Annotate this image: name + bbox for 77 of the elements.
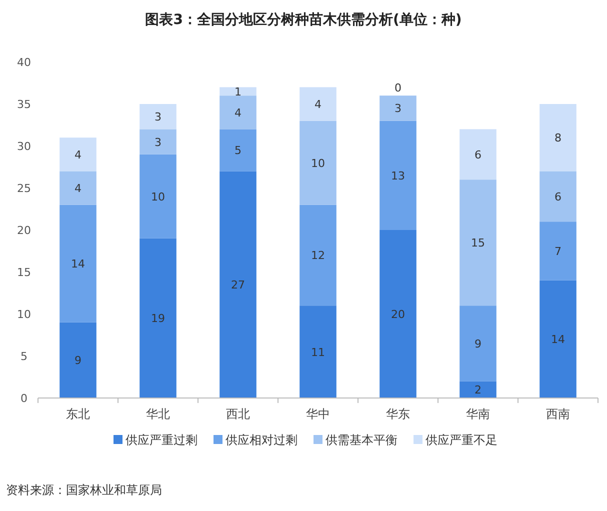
data-label: 19 bbox=[151, 312, 165, 326]
y-tick-label: 40 bbox=[17, 56, 31, 69]
bar bbox=[220, 171, 256, 398]
data-label: 15 bbox=[471, 236, 485, 250]
bar bbox=[140, 129, 176, 154]
data-label: 11 bbox=[311, 346, 325, 359]
data-label: 8 bbox=[554, 132, 562, 145]
bar bbox=[220, 96, 256, 130]
y-tick-label: 15 bbox=[17, 266, 31, 279]
bar bbox=[300, 306, 336, 398]
x-tick-label: 东北 bbox=[66, 407, 90, 421]
data-label: 13 bbox=[391, 169, 405, 182]
bar bbox=[460, 129, 496, 180]
data-label: 7 bbox=[554, 245, 562, 258]
bar bbox=[60, 204, 96, 322]
y-tick-label: 25 bbox=[17, 182, 31, 195]
data-label: 9 bbox=[74, 354, 82, 368]
y-tick-label: 35 bbox=[17, 98, 31, 111]
bar bbox=[540, 171, 576, 222]
data-label: 20 bbox=[391, 308, 405, 321]
data-label: 4 bbox=[314, 98, 322, 111]
y-tick-label: 5 bbox=[20, 350, 28, 363]
bar bbox=[220, 129, 256, 172]
data-label: 3 bbox=[154, 110, 162, 124]
bar bbox=[60, 138, 96, 172]
text: 资料来源：国家林业和草原局 bbox=[6, 483, 162, 497]
x-tick-label: 华中 bbox=[306, 407, 330, 421]
bar bbox=[60, 171, 96, 205]
legend-label: 供应严重过剩 bbox=[126, 433, 198, 447]
data-label: 3 bbox=[154, 136, 162, 149]
bar bbox=[380, 120, 416, 230]
x-tick-label: 华南 bbox=[466, 407, 490, 421]
bar bbox=[220, 87, 256, 96]
x-tick-label: 华东 bbox=[386, 407, 410, 421]
y-tick-label: 30 bbox=[17, 140, 31, 153]
bar bbox=[380, 230, 416, 398]
bar bbox=[300, 87, 336, 121]
bar bbox=[460, 306, 496, 382]
bar bbox=[380, 96, 416, 121]
x-tick-label: 西南 bbox=[546, 407, 570, 421]
data-label: 14 bbox=[71, 258, 85, 271]
data-label: 4 bbox=[74, 148, 82, 162]
bar bbox=[300, 204, 336, 306]
data-label: 4 bbox=[74, 182, 82, 195]
data-label: 12 bbox=[311, 249, 325, 262]
bar bbox=[460, 381, 496, 398]
data-label: 9 bbox=[474, 337, 482, 350]
data-label: 27 bbox=[231, 278, 245, 292]
legend-label: 供应严重不足 bbox=[426, 433, 498, 447]
y-tick-label: 0 bbox=[20, 392, 28, 405]
y-tick-label: 20 bbox=[17, 224, 31, 237]
bar bbox=[460, 180, 496, 306]
bar bbox=[300, 120, 336, 205]
legend-label: 供需基本平衡 bbox=[326, 433, 398, 447]
data-label: 0 bbox=[394, 82, 402, 95]
y-tick-label: 10 bbox=[17, 308, 31, 321]
data-label: 6 bbox=[474, 148, 482, 162]
data-label: 2 bbox=[474, 384, 482, 397]
bar bbox=[540, 222, 576, 280]
data-label: 1 bbox=[234, 85, 242, 98]
bar bbox=[540, 280, 576, 398]
x-tick-label: 西北 bbox=[226, 407, 250, 421]
bar bbox=[140, 104, 176, 130]
data-label: 10 bbox=[311, 156, 325, 170]
bar bbox=[540, 104, 576, 172]
bar bbox=[140, 154, 176, 238]
legend-label: 供应相对过剩 bbox=[226, 433, 298, 447]
data-label: 6 bbox=[554, 190, 562, 204]
data-label: 3 bbox=[394, 102, 402, 116]
x-tick-label: 华北 bbox=[146, 407, 170, 421]
data-label: 4 bbox=[234, 106, 242, 120]
bar bbox=[60, 322, 96, 398]
chart-title: 图表3：全国分地区分树种苗木供需分析(单位：种) bbox=[145, 12, 462, 28]
bar bbox=[140, 238, 176, 398]
data-label: 5 bbox=[234, 144, 242, 158]
data-label: 10 bbox=[151, 190, 165, 204]
data-label: 14 bbox=[551, 333, 565, 346]
